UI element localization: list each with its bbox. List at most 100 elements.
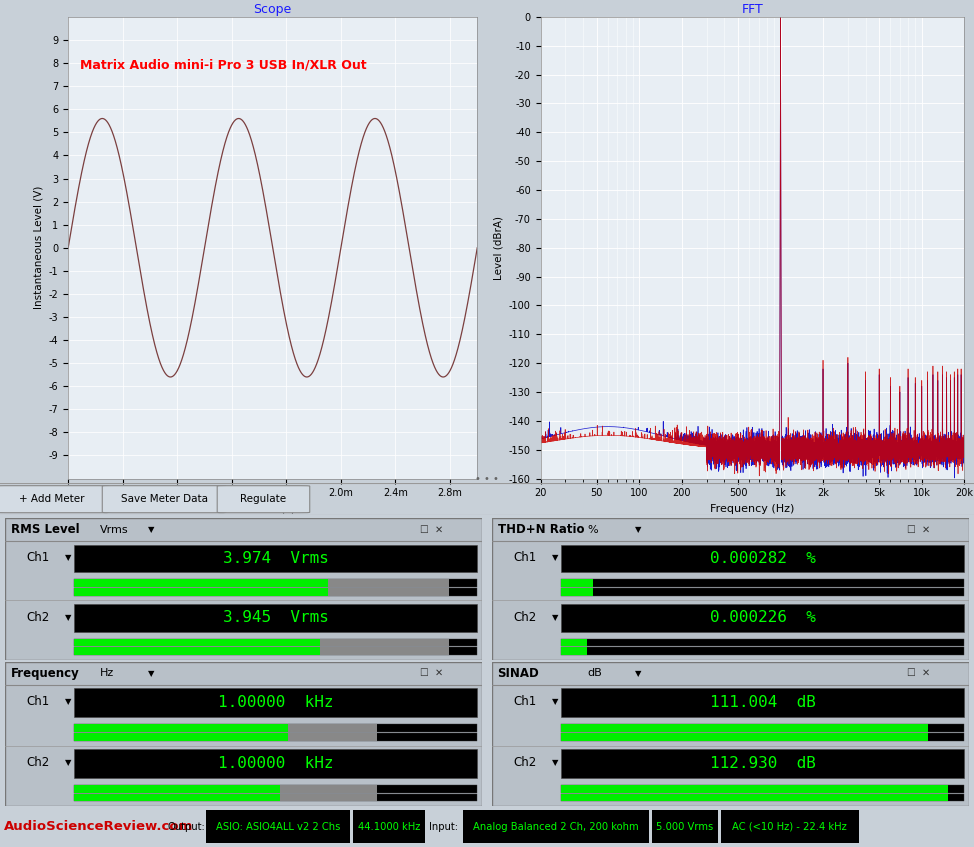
Text: ▼: ▼ xyxy=(635,668,642,678)
Bar xyxy=(492,745,969,806)
Text: Ch2: Ch2 xyxy=(26,611,50,623)
Text: AC (<10 Hz) - 22.4 kHz: AC (<10 Hz) - 22.4 kHz xyxy=(732,822,847,832)
Bar xyxy=(328,579,449,587)
Text: ASIO: ASIO4ALL v2 2 Chs: ASIO: ASIO4ALL v2 2 Chs xyxy=(216,822,341,832)
Bar xyxy=(561,733,928,740)
Bar xyxy=(561,545,964,573)
Bar xyxy=(280,794,377,801)
Bar xyxy=(320,639,449,646)
Bar xyxy=(561,604,964,632)
Text: • • •: • • • xyxy=(475,473,499,484)
Bar xyxy=(328,588,449,595)
Text: RMS Level: RMS Level xyxy=(11,523,79,536)
Bar xyxy=(561,647,587,655)
Text: ☐  ✕: ☐ ✕ xyxy=(420,524,443,534)
Bar xyxy=(492,518,969,541)
Bar xyxy=(561,647,964,655)
Text: 112.930  dB: 112.930 dB xyxy=(710,756,815,771)
Bar xyxy=(492,601,969,660)
Text: ▼: ▼ xyxy=(635,525,642,534)
Title: FFT: FFT xyxy=(741,3,764,16)
Bar xyxy=(5,745,482,806)
Text: Ch2: Ch2 xyxy=(513,611,537,623)
Title: Scope: Scope xyxy=(253,3,292,16)
Bar xyxy=(561,794,964,801)
Bar xyxy=(561,639,964,646)
Text: Frequency: Frequency xyxy=(11,667,79,679)
Text: ▼: ▼ xyxy=(551,612,558,622)
Text: ▼: ▼ xyxy=(64,553,71,562)
Bar xyxy=(561,579,964,587)
Bar xyxy=(74,588,477,595)
Bar xyxy=(74,724,477,732)
Bar xyxy=(74,579,477,587)
Text: %: % xyxy=(587,524,598,534)
Text: 3.945  Vrms: 3.945 Vrms xyxy=(223,611,328,625)
Text: 3.974  Vrms: 3.974 Vrms xyxy=(223,551,328,566)
Text: ☐  ✕: ☐ ✕ xyxy=(420,668,443,678)
Text: Regulate: Regulate xyxy=(241,494,286,504)
Bar xyxy=(74,639,320,646)
Bar xyxy=(463,811,649,843)
Text: SINAD: SINAD xyxy=(498,667,540,679)
Text: 5.000 Vrms: 5.000 Vrms xyxy=(656,822,713,832)
X-axis label: Time (s): Time (s) xyxy=(250,504,295,514)
Bar xyxy=(74,785,477,793)
Bar xyxy=(561,785,949,793)
Bar xyxy=(74,724,287,732)
Bar xyxy=(280,785,377,793)
FancyBboxPatch shape xyxy=(102,485,226,512)
Text: dB: dB xyxy=(587,668,602,678)
Bar xyxy=(74,785,280,793)
X-axis label: Frequency (Hz): Frequency (Hz) xyxy=(710,504,795,514)
Bar xyxy=(561,724,964,732)
Text: AudioScienceReview.com: AudioScienceReview.com xyxy=(4,820,194,833)
Text: Output:: Output: xyxy=(168,822,206,832)
Text: 44.1000 kHz: 44.1000 kHz xyxy=(358,822,421,832)
Text: Ch2: Ch2 xyxy=(513,756,537,769)
Bar xyxy=(561,749,964,778)
Text: Ch2: Ch2 xyxy=(26,756,50,769)
Bar xyxy=(561,588,593,595)
Text: Ch1: Ch1 xyxy=(26,695,50,708)
Bar xyxy=(74,545,477,573)
Bar xyxy=(561,794,949,801)
Bar xyxy=(5,662,482,684)
Bar xyxy=(74,647,320,655)
Bar xyxy=(320,647,449,655)
Bar xyxy=(74,794,280,801)
Bar xyxy=(561,785,964,793)
Bar xyxy=(74,639,477,646)
FancyBboxPatch shape xyxy=(217,485,310,512)
Bar xyxy=(5,684,482,745)
Text: ☐  ✕: ☐ ✕ xyxy=(907,524,930,534)
Bar xyxy=(287,733,377,740)
Y-axis label: Level (dBrA): Level (dBrA) xyxy=(493,216,504,280)
Bar xyxy=(74,604,477,632)
Text: ▼: ▼ xyxy=(64,758,71,767)
Text: Ch1: Ch1 xyxy=(513,551,537,564)
Text: ▼: ▼ xyxy=(551,553,558,562)
Text: Ch1: Ch1 xyxy=(513,695,537,708)
Bar xyxy=(354,811,426,843)
Bar xyxy=(74,689,477,717)
Text: ▼: ▼ xyxy=(64,697,71,706)
Text: + Add Meter: + Add Meter xyxy=(19,494,85,504)
Bar xyxy=(74,733,287,740)
Bar xyxy=(561,689,964,717)
Text: Save Meter Data: Save Meter Data xyxy=(121,494,207,504)
Text: 111.004  dB: 111.004 dB xyxy=(710,695,815,710)
Bar xyxy=(561,579,593,587)
Bar xyxy=(492,684,969,745)
Bar xyxy=(492,662,969,684)
Bar xyxy=(561,639,587,646)
Bar xyxy=(561,588,964,595)
Bar xyxy=(5,518,482,541)
Y-axis label: Instantaneous Level (V): Instantaneous Level (V) xyxy=(33,186,43,309)
Bar xyxy=(287,724,377,732)
Bar xyxy=(5,601,482,660)
Bar xyxy=(74,588,328,595)
Text: 1.00000  kHz: 1.00000 kHz xyxy=(218,756,333,771)
Bar xyxy=(561,724,928,732)
Text: Hz: Hz xyxy=(100,668,115,678)
